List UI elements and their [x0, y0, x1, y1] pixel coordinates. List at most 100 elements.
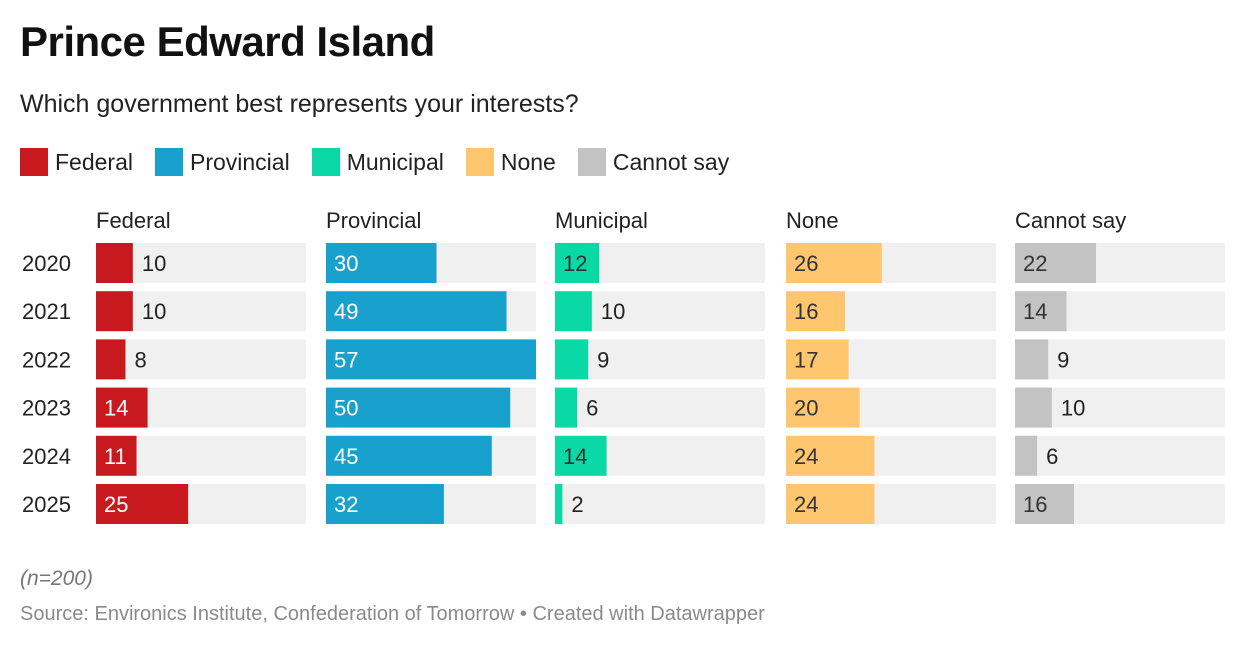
legend-swatch-municipal	[311, 148, 340, 176]
source-text: Source: Environics Institute, Confederat…	[20, 603, 515, 625]
data-label-provincial-2023: 50	[334, 396, 358, 421]
data-label-cannot-say-2025: 16	[1023, 492, 1047, 517]
data-label-cannot-say-2022: 9	[1057, 347, 1069, 372]
bar-municipal-2025	[555, 484, 563, 524]
bar-provincial-2021	[326, 291, 507, 332]
legend-item-federal: Federal	[20, 148, 133, 176]
bar-none-2020	[786, 243, 882, 283]
data-label-none-2021: 16	[794, 299, 818, 324]
panel-header-federal: Federal	[96, 208, 171, 233]
bar-track-cannot-say-2022	[1015, 339, 1225, 380]
bar-provincial-2023	[326, 387, 511, 428]
legend-swatch-cannot-say	[577, 148, 606, 176]
legend-label-none: None	[500, 148, 556, 175]
bar-cannot-say-2025	[1015, 484, 1074, 524]
chart-title: Prince Edward Island	[20, 18, 435, 65]
bar-federal-2025	[96, 484, 189, 524]
bar-provincial-2025	[326, 484, 444, 524]
data-label-provincial-2021: 49	[334, 299, 358, 324]
data-label-municipal-2020: 12	[563, 251, 587, 276]
legend-item-none: None	[465, 148, 556, 176]
bar-cannot-say-2023	[1015, 387, 1052, 428]
bar-track-municipal-2023	[555, 387, 765, 428]
data-label-none-2025: 24	[794, 492, 818, 517]
data-label-none-2023: 20	[794, 396, 818, 421]
bar-federal-2023	[96, 387, 148, 428]
bar-none-2022	[786, 339, 849, 380]
data-label-federal-2020: 10	[142, 251, 166, 276]
panel-header-municipal: Municipal	[555, 208, 648, 233]
bar-municipal-2024	[555, 435, 607, 476]
bar-cannot-say-2021	[1015, 291, 1067, 332]
data-label-federal-2025: 25	[104, 492, 128, 517]
bar-provincial-2020	[326, 243, 437, 283]
legend-swatch-provincial	[154, 148, 183, 176]
bar-provincial-2024	[326, 435, 492, 476]
bar-track-federal-2022	[96, 339, 306, 380]
legend-label-cannot-say: Cannot say	[612, 148, 730, 175]
bar-none-2025	[786, 484, 875, 524]
data-label-federal-2024: 11	[104, 444, 127, 469]
bar-none-2023	[786, 387, 860, 428]
bar-federal-2022	[96, 339, 126, 380]
legend-swatch-none	[465, 148, 494, 176]
bar-track-municipal-2022	[555, 339, 765, 380]
data-label-municipal-2022: 9	[597, 347, 609, 372]
source-line: Source: Environics Institute, Confederat…	[20, 603, 765, 626]
bar-none-2021	[786, 291, 845, 332]
data-label-cannot-say-2024: 6	[1046, 444, 1058, 469]
data-label-provincial-2024: 45	[334, 444, 358, 469]
bar-federal-2024	[96, 435, 137, 476]
bar-cannot-say-2024	[1015, 435, 1038, 476]
source-separator: •	[519, 603, 527, 625]
data-label-provincial-2025: 32	[334, 492, 358, 517]
data-label-none-2022: 17	[794, 347, 818, 372]
bar-cannot-say-2020	[1015, 243, 1097, 283]
datawrapper-credit: Created with Datawrapper	[532, 603, 765, 625]
data-label-provincial-2020: 30	[334, 251, 358, 276]
legend-label-provincial: Provincial	[189, 148, 290, 175]
data-label-provincial-2022: 57	[334, 347, 358, 372]
legend-item-cannot-say: Cannot say	[577, 148, 730, 176]
data-label-cannot-say-2023: 10	[1061, 396, 1085, 421]
data-label-municipal-2021: 10	[601, 299, 625, 324]
legend-item-municipal: Municipal	[311, 148, 444, 176]
year-label-2025: 2025	[22, 492, 71, 517]
year-label-2020: 2020	[22, 251, 71, 276]
chart-subtitle: Which government best represents your in…	[20, 90, 579, 118]
data-label-municipal-2025: 2	[571, 492, 583, 517]
legend-swatch-federal	[20, 148, 48, 176]
bar-municipal-2022	[555, 339, 589, 380]
bar-municipal-2023	[555, 387, 578, 428]
year-label-2021: 2021	[22, 299, 71, 324]
data-label-cannot-say-2020: 22	[1023, 251, 1047, 276]
panel-header-none: None	[786, 208, 839, 233]
bar-municipal-2020	[555, 243, 600, 283]
legend-label-municipal: Municipal	[346, 148, 444, 175]
data-label-none-2024: 24	[794, 444, 818, 469]
data-label-federal-2021: 10	[142, 299, 166, 324]
data-label-federal-2022: 8	[134, 347, 146, 372]
data-label-cannot-say-2021: 14	[1023, 299, 1047, 324]
legend-label-federal: Federal	[55, 148, 133, 175]
bar-cannot-say-2022	[1015, 339, 1049, 380]
bar-track-cannot-say-2024	[1015, 435, 1225, 476]
bar-chart: 202020212022202320242025Federal101081411…	[22, 208, 1225, 524]
data-label-none-2020: 26	[794, 251, 818, 276]
legend-item-provincial: Provincial	[154, 148, 290, 176]
legend: Federal Provincial Municipal None Cannot…	[20, 148, 751, 176]
data-label-federal-2023: 14	[104, 396, 128, 421]
data-label-municipal-2023: 6	[586, 396, 598, 421]
sample-size-note: (n=200)	[20, 567, 93, 590]
panel-header-provincial: Provincial	[326, 208, 421, 233]
bar-none-2024	[786, 435, 875, 476]
bar-federal-2020	[96, 243, 133, 283]
data-label-municipal-2024: 14	[563, 444, 587, 469]
bar-provincial-2022	[326, 339, 536, 380]
year-label-2024: 2024	[22, 444, 71, 469]
bar-municipal-2021	[555, 291, 592, 332]
year-label-2023: 2023	[22, 396, 71, 421]
year-label-2022: 2022	[22, 347, 71, 372]
panel-header-cannot-say: Cannot say	[1015, 208, 1126, 233]
bar-federal-2021	[96, 291, 133, 332]
